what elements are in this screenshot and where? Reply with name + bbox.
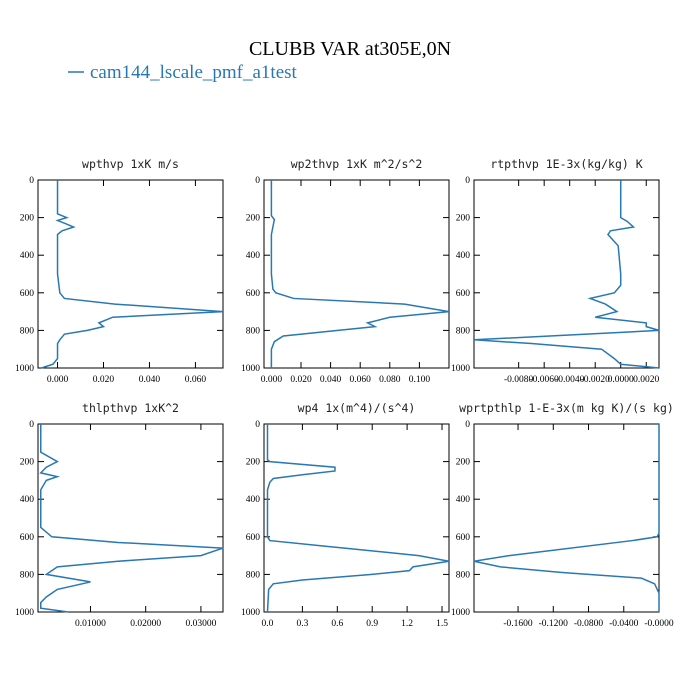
x-tick-label: 0.060: [350, 375, 372, 385]
y-tick-label: 200: [246, 214, 261, 224]
figure-title: CLUBB VAR at305E,0N: [249, 38, 451, 60]
y-tick-label: 600: [456, 289, 471, 299]
y-tick-label: 400: [20, 495, 35, 505]
x-tick-label: 0.0020: [633, 375, 659, 385]
subplot-title: wp2thvp 1xK m^2/s^2: [291, 157, 423, 171]
y-tick-label: 800: [456, 570, 471, 580]
x-tick-label: 0.080: [379, 375, 401, 385]
plot-frame: [37, 423, 224, 613]
y-tick-label: 1000: [451, 608, 470, 618]
y-tick-label: 0: [29, 176, 34, 186]
y-tick-label: 200: [246, 458, 261, 468]
y-tick-label: 600: [246, 533, 261, 543]
plot-frame: [473, 179, 660, 369]
y-tick-label: 400: [246, 251, 261, 261]
x-tick-label: 0.040: [139, 375, 161, 385]
x-tick-label: 0.3: [296, 619, 308, 629]
profile-line: [266, 424, 450, 613]
y-tick-label: 0: [255, 176, 260, 186]
x-tick-label: 0.9: [366, 619, 378, 629]
x-tick-label: -0.0080: [504, 375, 534, 385]
y-tick-label: 800: [20, 326, 35, 336]
x-tick-label: 0.100: [409, 375, 431, 385]
y-tick-label: 600: [456, 533, 471, 543]
plot-frame: [473, 423, 660, 613]
legend-label: cam144_lscale_pmf_a1test: [90, 62, 298, 83]
profile-line: [41, 180, 224, 369]
x-tick-label: -0.0040: [555, 375, 585, 385]
y-tick-label: 600: [20, 533, 35, 543]
y-tick-label: 1000: [15, 364, 34, 374]
x-tick-label: 0.0000: [608, 375, 634, 385]
y-tick-label: 1000: [241, 608, 260, 618]
subplot-title: wprtpthlp 1-E-3x(m kg K)/(s kg): [459, 401, 674, 415]
x-tick-label: 0.020: [290, 375, 312, 385]
x-tick-label: 0.01000: [75, 619, 106, 629]
y-tick-label: 1000: [241, 364, 260, 374]
x-tick-label: -0.1200: [539, 619, 569, 629]
x-tick-label: 0.000: [261, 375, 283, 385]
subplot-title: thlpthvp 1xK^2: [82, 401, 179, 415]
x-tick-label: 0.02000: [130, 619, 161, 629]
x-tick-label: -0.0020: [581, 375, 611, 385]
y-tick-label: 400: [456, 251, 471, 261]
x-tick-label: 0.020: [93, 375, 115, 385]
y-tick-label: 400: [20, 251, 35, 261]
y-tick-label: 200: [20, 214, 35, 224]
x-tick-label: 0.040: [320, 375, 342, 385]
y-tick-label: 600: [20, 289, 35, 299]
x-tick-label: -0.0400: [609, 619, 639, 629]
x-tick-label: 0.060: [185, 375, 207, 385]
y-tick-label: 600: [246, 289, 261, 299]
x-tick-label: -0.0000: [644, 619, 674, 629]
x-tick-label: 0.0: [262, 619, 274, 629]
y-tick-label: 800: [246, 326, 261, 336]
plot-frame: [37, 179, 224, 369]
y-tick-label: 0: [465, 176, 470, 186]
x-tick-label: 1.5: [436, 619, 448, 629]
x-tick-label: 1.2: [401, 619, 413, 629]
subplot-title: wpthvp 1xK m/s: [82, 157, 179, 171]
profile-line: [39, 424, 224, 613]
x-tick-label: -0.0060: [530, 375, 560, 385]
y-tick-label: 1000: [451, 364, 470, 374]
subplot-title: rtpthvp 1E-3x(kg/kg) K: [490, 157, 642, 171]
x-tick-label: -0.0800: [574, 619, 604, 629]
x-tick-label: 0.03000: [185, 619, 216, 629]
y-tick-label: 200: [456, 458, 471, 468]
y-tick-label: 800: [246, 570, 261, 580]
y-tick-label: 800: [456, 326, 471, 336]
profile-line: [270, 180, 450, 368]
x-tick-label: 0.000: [47, 375, 69, 385]
y-tick-label: 800: [20, 570, 35, 580]
y-tick-label: 400: [246, 495, 261, 505]
y-tick-label: 0: [29, 420, 34, 430]
plot-frame: [263, 423, 450, 613]
y-tick-label: 200: [20, 458, 35, 468]
profile-line: [473, 424, 660, 612]
y-tick-label: 0: [465, 420, 470, 430]
y-tick-label: 200: [456, 214, 471, 224]
profile-line: [473, 180, 660, 369]
x-tick-label: 0.6: [331, 619, 343, 629]
plot-frame: [263, 179, 450, 369]
y-tick-label: 1000: [15, 608, 34, 618]
subplot-title: wp4 1x(m^4)/(s^4): [298, 401, 416, 415]
x-tick-label: -0.1600: [503, 619, 533, 629]
y-tick-label: 400: [456, 495, 471, 505]
y-tick-label: 0: [255, 420, 260, 430]
